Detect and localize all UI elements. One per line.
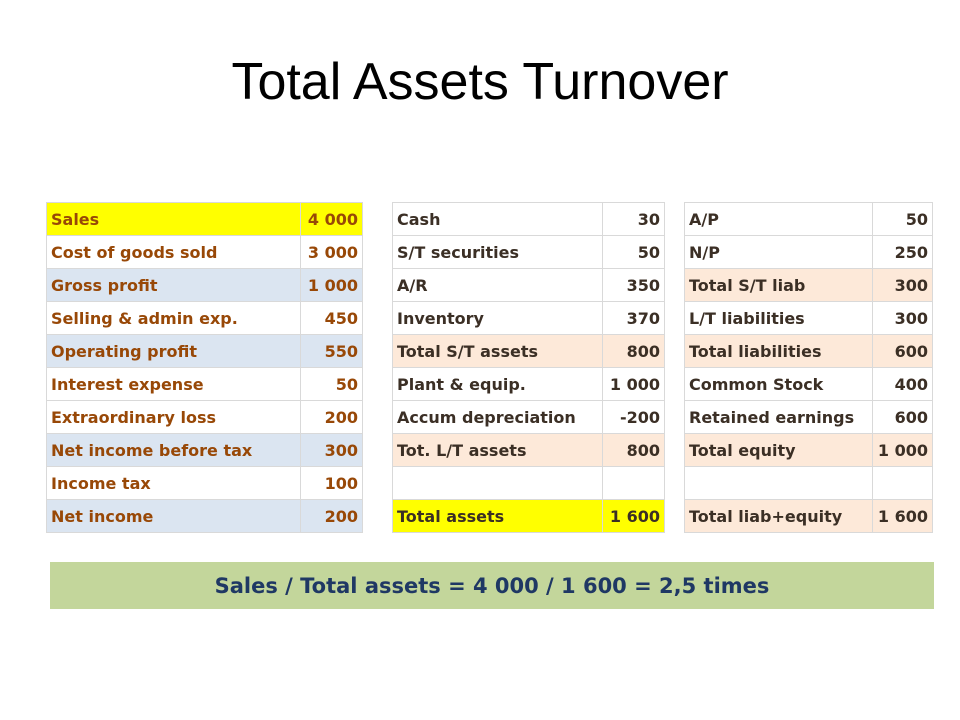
income-label: Net income before tax	[46, 433, 301, 467]
liability-label: Total S/T liab	[684, 268, 873, 302]
liability-label: Total liab+equity	[684, 499, 873, 533]
column-gap	[664, 268, 685, 302]
column-gap	[362, 499, 393, 533]
column-gap	[664, 202, 685, 236]
column-gap	[362, 367, 393, 401]
liability-label: N/P	[684, 235, 873, 269]
income-label: Selling & admin exp.	[46, 301, 301, 335]
column-gap	[362, 235, 393, 269]
income-label: Operating profit	[46, 334, 301, 368]
liability-label: Total liabilities	[684, 334, 873, 368]
liability-value: 50	[872, 202, 933, 236]
liability-value	[872, 466, 933, 500]
column-gap	[664, 301, 685, 335]
liability-value: 300	[872, 301, 933, 335]
table-row: Gross profit 1 000 A/R 350 Total S/T lia…	[46, 268, 933, 302]
income-value: 450	[300, 301, 363, 335]
column-gap	[664, 466, 685, 500]
income-label: Net income	[46, 499, 301, 533]
asset-value: 1 000	[602, 367, 665, 401]
asset-value: 350	[602, 268, 665, 302]
liability-value: 1 000	[872, 433, 933, 467]
asset-label	[392, 466, 603, 500]
financial-table: Sales 4 000 Cash 30 A/P 50 Cost of goods…	[46, 202, 933, 533]
column-gap	[664, 433, 685, 467]
asset-value	[602, 466, 665, 500]
income-value: 4 000	[300, 202, 363, 236]
liability-label: Retained earnings	[684, 400, 873, 434]
income-value: 100	[300, 466, 363, 500]
asset-value: 1 600	[602, 499, 665, 533]
liability-value: 250	[872, 235, 933, 269]
income-label: Cost of goods sold	[46, 235, 301, 269]
liability-label: Total equity	[684, 433, 873, 467]
asset-value: 800	[602, 433, 665, 467]
liability-label: L/T liabilities	[684, 301, 873, 335]
column-gap	[362, 268, 393, 302]
asset-label: A/R	[392, 268, 603, 302]
table-row: Extraordinary loss 200 Accum depreciatio…	[46, 400, 933, 434]
column-gap	[664, 367, 685, 401]
table-row: Interest expense 50 Plant & equip. 1 000…	[46, 367, 933, 401]
asset-label: Tot. L/T assets	[392, 433, 603, 467]
asset-label: Total S/T assets	[392, 334, 603, 368]
column-gap	[362, 400, 393, 434]
income-label: Sales	[46, 202, 301, 236]
income-value: 550	[300, 334, 363, 368]
asset-value: 800	[602, 334, 665, 368]
income-label: Extraordinary loss	[46, 400, 301, 434]
column-gap	[362, 433, 393, 467]
liability-value: 600	[872, 334, 933, 368]
column-gap	[664, 499, 685, 533]
table-row: Income tax 100	[46, 466, 933, 500]
liability-value: 600	[872, 400, 933, 434]
income-value: 3 000	[300, 235, 363, 269]
asset-label: Plant & equip.	[392, 367, 603, 401]
table-row: Net income before tax 300 Tot. L/T asset…	[46, 433, 933, 467]
liability-value: 300	[872, 268, 933, 302]
asset-label: Cash	[392, 202, 603, 236]
income-value: 1 000	[300, 268, 363, 302]
table-row: Cost of goods sold 3 000 S/T securities …	[46, 235, 933, 269]
liability-value: 400	[872, 367, 933, 401]
asset-value: -200	[602, 400, 665, 434]
column-gap	[362, 301, 393, 335]
income-value: 300	[300, 433, 363, 467]
table-row: Operating profit 550 Total S/T assets 80…	[46, 334, 933, 368]
asset-value: 30	[602, 202, 665, 236]
income-value: 200	[300, 499, 363, 533]
column-gap	[362, 334, 393, 368]
column-gap	[362, 466, 393, 500]
asset-label: Inventory	[392, 301, 603, 335]
income-value: 200	[300, 400, 363, 434]
formula-banner: Sales / Total assets = 4 000 / 1 600 = 2…	[50, 562, 934, 609]
income-label: Interest expense	[46, 367, 301, 401]
income-value: 50	[300, 367, 363, 401]
asset-value: 370	[602, 301, 665, 335]
column-gap	[664, 235, 685, 269]
asset-label: S/T securities	[392, 235, 603, 269]
liability-label: Common Stock	[684, 367, 873, 401]
liability-value: 1 600	[872, 499, 933, 533]
asset-value: 50	[602, 235, 665, 269]
page-title: Total Assets Turnover	[231, 53, 729, 111]
column-gap	[664, 400, 685, 434]
column-gap	[362, 202, 393, 236]
table-row: Sales 4 000 Cash 30 A/P 50	[46, 202, 933, 236]
table-row: Net income 200 Total assets 1 600 Total …	[46, 499, 933, 533]
liability-label: A/P	[684, 202, 873, 236]
column-gap	[664, 334, 685, 368]
asset-label: Accum depreciation	[392, 400, 603, 434]
liability-label	[684, 466, 873, 500]
income-label: Income tax	[46, 466, 301, 500]
income-label: Gross profit	[46, 268, 301, 302]
table-row: Selling & admin exp. 450 Inventory 370 L…	[46, 301, 933, 335]
asset-label: Total assets	[392, 499, 603, 533]
